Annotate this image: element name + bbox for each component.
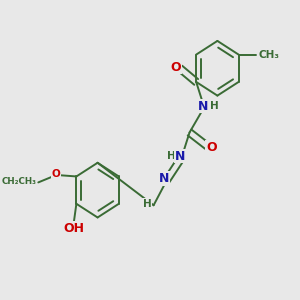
Text: N: N [175,150,185,163]
Text: CH₂CH₃: CH₂CH₃ [2,177,37,186]
Text: H: H [210,101,218,111]
Text: H: H [142,199,151,209]
Text: N: N [198,100,208,113]
Text: O: O [170,61,181,74]
Text: O: O [51,169,60,179]
Text: N: N [158,172,169,185]
Text: CH₃: CH₃ [259,50,280,60]
Text: H: H [167,151,176,161]
Text: O: O [206,141,217,154]
Text: OH: OH [63,222,84,235]
